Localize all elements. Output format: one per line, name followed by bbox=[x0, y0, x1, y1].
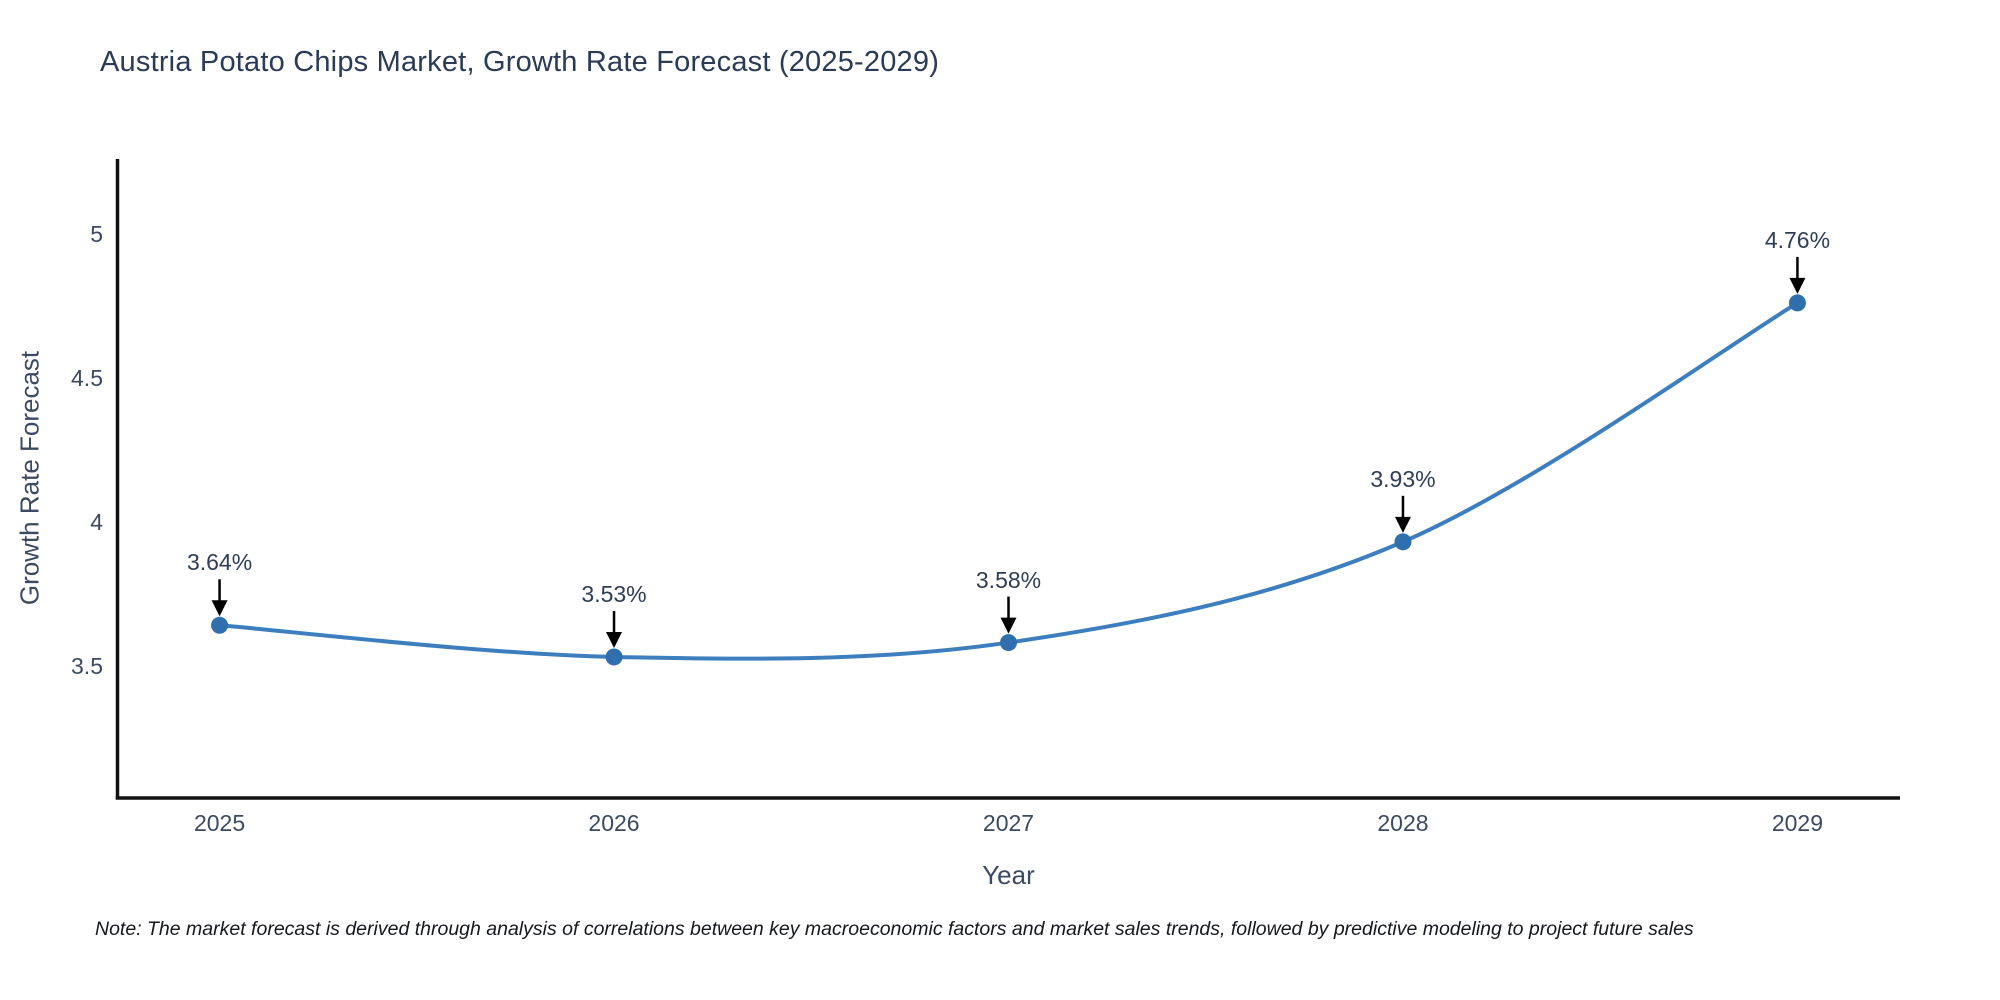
x-tick-label: 2028 bbox=[1377, 810, 1429, 836]
series-layer bbox=[211, 294, 1806, 666]
chart-title: Austria Potato Chips Market, Growth Rate… bbox=[100, 46, 940, 78]
point-annotation: 4.76% bbox=[1764, 226, 1831, 253]
footnote: Note: The market forecast is derived thr… bbox=[95, 918, 1694, 940]
x-axis-title: Year bbox=[982, 860, 1035, 890]
x-tick-label: 2026 bbox=[588, 810, 640, 836]
data-point-marker bbox=[211, 616, 229, 634]
point-annotation: 3.64% bbox=[186, 549, 253, 576]
annotation-arrowhead bbox=[606, 631, 623, 648]
data-point-marker bbox=[605, 648, 623, 666]
y-tick-label: 4.5 bbox=[71, 364, 103, 391]
point-annotation: 3.53% bbox=[581, 580, 647, 607]
x-tick-label: 2027 bbox=[982, 810, 1035, 836]
data-point-marker bbox=[1788, 294, 1806, 312]
point-annotation: 3.58% bbox=[975, 566, 1042, 593]
data-point-marker bbox=[1000, 634, 1017, 652]
annotation-arrowhead bbox=[211, 600, 228, 617]
x-tick-label: 2025 bbox=[193, 810, 246, 836]
data-point-marker bbox=[1394, 533, 1412, 551]
x-tick-label: 2029 bbox=[1771, 810, 1824, 836]
y-tick-label: 3.5 bbox=[71, 652, 103, 679]
annotation-arrowhead bbox=[1000, 617, 1017, 634]
data-line bbox=[219, 301, 1799, 661]
annotation-arrow-layer bbox=[211, 256, 1806, 648]
y-tick-label: 4 bbox=[90, 508, 103, 535]
annotation-arrowhead bbox=[1394, 516, 1411, 533]
y-tick-label: 5 bbox=[90, 220, 103, 247]
annotation-arrowhead bbox=[1789, 277, 1806, 294]
point-annotation: 3.93% bbox=[1370, 465, 1436, 492]
